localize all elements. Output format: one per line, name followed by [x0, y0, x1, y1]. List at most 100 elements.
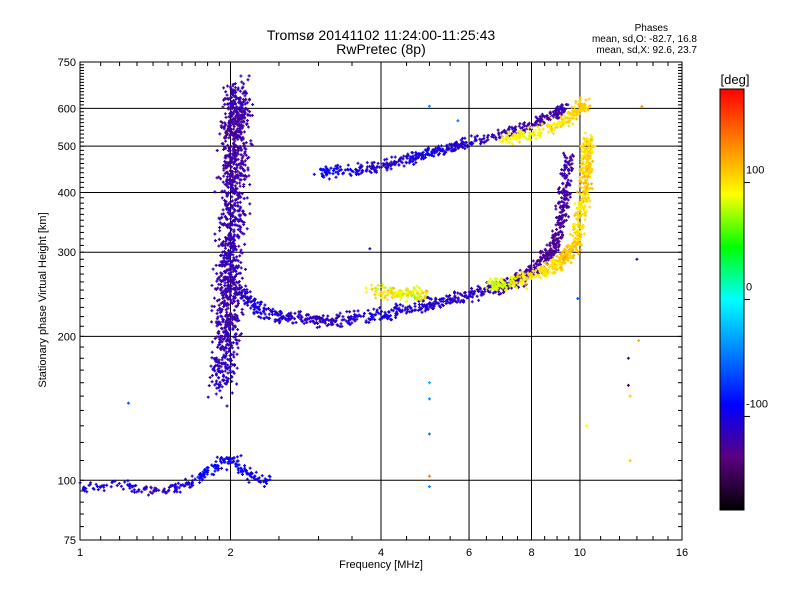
data-point [451, 149, 455, 153]
data-point [232, 258, 236, 262]
data-point [208, 375, 212, 379]
data-point [258, 302, 262, 306]
data-point [483, 290, 487, 294]
data-point [534, 137, 538, 141]
data-point [241, 103, 245, 107]
data-point [576, 206, 580, 210]
data-point [277, 321, 281, 325]
data-point [227, 161, 231, 165]
data-point [239, 148, 243, 152]
data-point [559, 122, 563, 126]
data-point [215, 335, 219, 339]
data-point [512, 126, 516, 130]
data-point [246, 166, 250, 170]
data-point [228, 268, 232, 272]
data-point [534, 269, 538, 273]
data-point [214, 460, 218, 464]
data-point [427, 485, 431, 489]
y-axis: 75 100 200 300 400 500 600 750 [58, 57, 682, 547]
data-point [496, 286, 500, 290]
data-point [522, 276, 526, 280]
data-point [218, 384, 222, 388]
data-point [224, 146, 228, 150]
data-point [239, 161, 243, 165]
data-point [214, 263, 218, 267]
data-point [230, 391, 234, 395]
data-point [220, 253, 224, 257]
data-point [225, 468, 229, 472]
data-point [229, 144, 233, 148]
data-point [383, 310, 387, 314]
data-point [234, 462, 238, 466]
data-point [207, 384, 211, 388]
data-point [589, 151, 593, 155]
data-point [234, 280, 238, 284]
data-point [212, 296, 216, 300]
data-point [438, 298, 442, 302]
data-point [465, 145, 469, 149]
data-point [563, 155, 567, 159]
data-point [368, 164, 372, 168]
data-point [382, 162, 386, 166]
data-point [230, 195, 234, 199]
data-point [327, 168, 331, 172]
data-point [456, 291, 460, 295]
data-point [356, 309, 360, 313]
data-point [243, 150, 247, 154]
data-point [230, 90, 234, 94]
data-point [545, 114, 549, 118]
data-point [500, 131, 504, 135]
data-point [232, 125, 236, 129]
data-point [538, 135, 542, 139]
data-point [523, 124, 527, 128]
data-point [444, 294, 448, 298]
data-point [236, 137, 240, 141]
data-point [232, 142, 236, 146]
data-point [406, 287, 410, 291]
data-point [242, 197, 246, 201]
y-tick-label: 200 [58, 331, 76, 343]
data-point [377, 165, 381, 169]
data-point [525, 286, 529, 290]
data-point [205, 472, 209, 476]
data-point [533, 128, 537, 132]
data-point [259, 300, 263, 304]
data-point [586, 175, 590, 179]
data-point [215, 464, 219, 468]
data-point [241, 209, 245, 213]
data-point [225, 84, 229, 88]
data-point [373, 286, 377, 290]
data-point [512, 284, 516, 288]
data-point [231, 190, 235, 194]
data-point [238, 184, 242, 188]
data-point [357, 168, 361, 172]
data-point [514, 285, 518, 289]
data-point [232, 162, 236, 166]
data-point [217, 175, 221, 179]
data-point [299, 317, 303, 321]
data-point [399, 159, 403, 163]
data-point [220, 189, 224, 193]
data-point [585, 167, 589, 171]
data-point [572, 105, 576, 109]
data-point [219, 365, 223, 369]
data-point [556, 216, 560, 220]
data-point [239, 261, 243, 265]
data-point [566, 259, 570, 263]
data-point [503, 282, 507, 286]
data-point [470, 286, 474, 290]
data-point [582, 150, 586, 154]
data-point [568, 195, 572, 199]
data-point [177, 486, 181, 490]
data-point [522, 284, 526, 288]
data-point [434, 146, 438, 150]
data-point [494, 284, 498, 288]
data-point [236, 176, 240, 180]
data-point [338, 311, 342, 315]
data-point [245, 290, 249, 294]
data-point [244, 97, 248, 101]
data-point [216, 308, 220, 312]
data-point [471, 141, 475, 145]
data-point [237, 339, 241, 343]
data-point [559, 114, 563, 118]
